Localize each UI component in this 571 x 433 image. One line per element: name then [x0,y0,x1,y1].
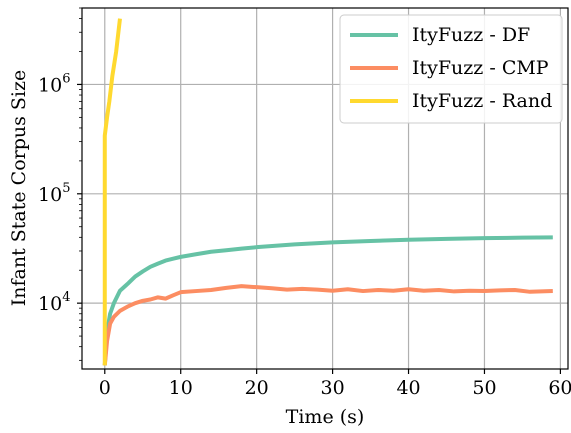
series-line [102,235,553,366]
legend-label: ItyFuzz - DF [412,24,530,46]
x-tick-label: 30 [321,377,345,399]
legend-label: ItyFuzz - Rand [412,90,552,112]
x-tick-label: 10 [169,377,193,399]
series-line [102,18,122,366]
series-layer [102,18,553,366]
x-axis-title: Time (s) [286,406,365,428]
y-tick-label: 106 [38,71,70,96]
x-tick-label: 60 [548,377,571,399]
x-tick-label: 40 [396,377,420,399]
y-tick-label: 104 [38,290,70,315]
y-tick-label: 105 [38,181,70,206]
legend: ItyFuzz - DF ItyFuzz - CMP ItyFuzz - Rand [339,14,563,124]
legend-box [339,14,563,124]
x-tick-label: 50 [472,377,496,399]
plot-frame [81,7,569,370]
ticks: 0 10 20 30 40 50 60 104 105 106 [38,7,571,399]
x-tick-label: 0 [99,377,111,399]
y-axis-title: Infant State Corpus Size [8,70,30,307]
x-tick-label: 20 [245,377,269,399]
legend-label: ItyFuzz - CMP [412,57,549,79]
series-line [102,284,553,366]
